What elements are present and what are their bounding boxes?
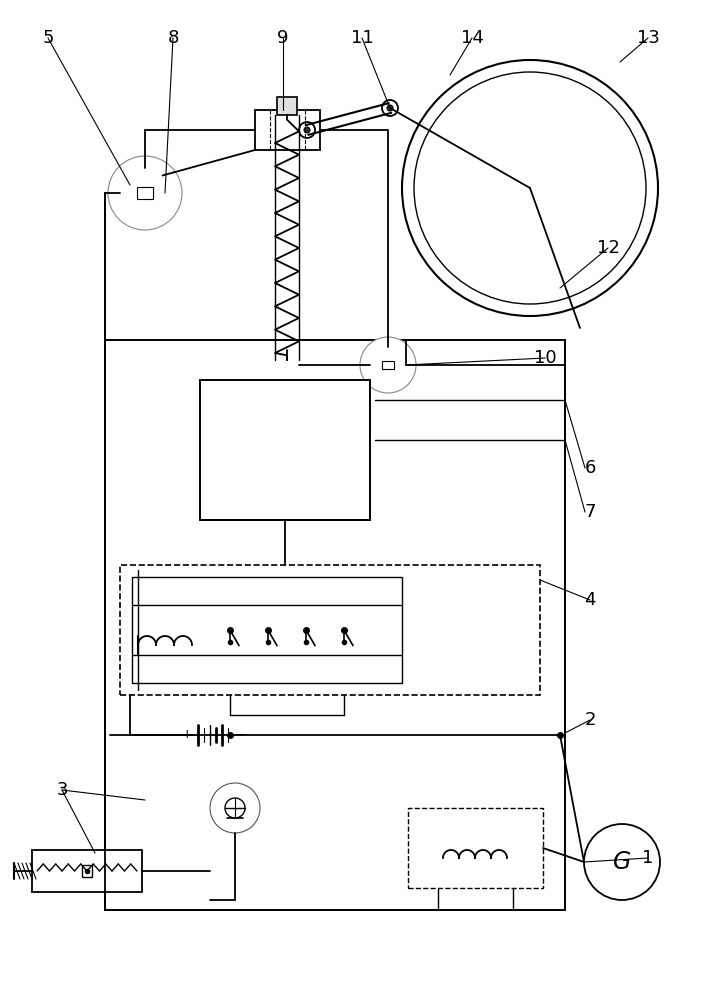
- Text: 4: 4: [584, 591, 596, 609]
- Circle shape: [304, 127, 310, 133]
- Text: 9: 9: [278, 29, 289, 47]
- Bar: [408, 808, 543, 888]
- Bar: [382, 361, 394, 369]
- Circle shape: [210, 783, 260, 833]
- Text: 5: 5: [42, 29, 54, 47]
- Circle shape: [225, 798, 245, 818]
- Text: 14: 14: [461, 29, 484, 47]
- Circle shape: [414, 72, 646, 304]
- Text: 12: 12: [597, 239, 620, 257]
- Text: G: G: [613, 850, 631, 874]
- Bar: [132, 577, 402, 683]
- Circle shape: [402, 60, 658, 316]
- Circle shape: [584, 824, 660, 900]
- Circle shape: [382, 100, 398, 116]
- Text: 1: 1: [642, 849, 654, 867]
- Text: 10: 10: [533, 349, 557, 367]
- Text: 3: 3: [56, 781, 68, 799]
- Text: +: +: [182, 728, 192, 742]
- Bar: [82, 865, 92, 877]
- Text: 13: 13: [637, 29, 660, 47]
- Circle shape: [387, 105, 393, 111]
- Text: 2: 2: [584, 711, 596, 729]
- Bar: [105, 340, 565, 910]
- Text: −: −: [233, 728, 245, 742]
- Bar: [32, 850, 142, 892]
- Bar: [200, 380, 370, 520]
- Bar: [277, 97, 297, 115]
- Circle shape: [108, 156, 182, 230]
- Circle shape: [299, 122, 315, 138]
- Circle shape: [360, 337, 416, 393]
- Text: 7: 7: [584, 503, 596, 521]
- Text: 11: 11: [350, 29, 374, 47]
- Circle shape: [370, 347, 406, 383]
- Bar: [137, 187, 153, 199]
- Text: 8: 8: [168, 29, 179, 47]
- Text: 6: 6: [585, 459, 596, 477]
- Bar: [120, 565, 540, 695]
- Bar: [255, 110, 320, 150]
- Circle shape: [120, 168, 170, 218]
